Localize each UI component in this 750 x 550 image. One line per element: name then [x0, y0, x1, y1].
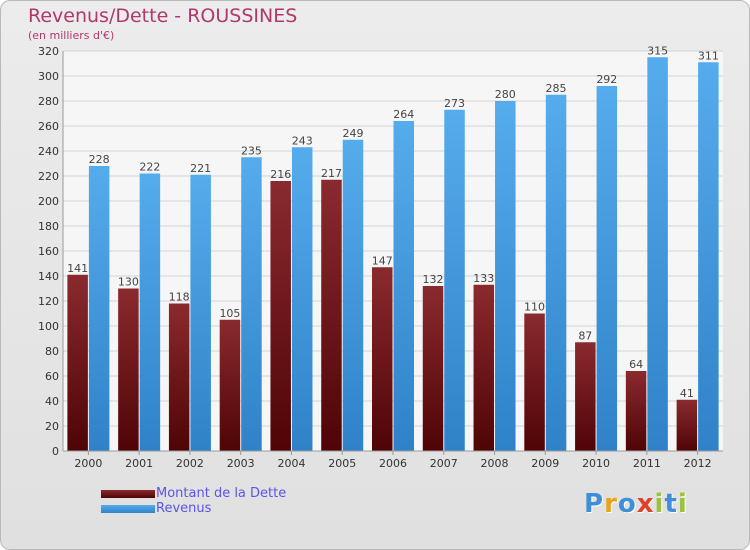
proxiti-logo: Proxiti: [584, 489, 688, 519]
x-tick-label: 2000: [74, 457, 102, 470]
x-tick-label: 2009: [531, 457, 559, 470]
dette-value-label: 110: [524, 301, 545, 314]
y-tick-label: 160: [38, 245, 59, 258]
x-tick-label: 2001: [125, 457, 153, 470]
revenus-value-label: 235: [241, 144, 262, 157]
dette-value-label: 64: [629, 358, 643, 371]
x-tick-label: 2006: [379, 457, 407, 470]
dette-value-label: 105: [219, 307, 240, 320]
x-tick-label: 2007: [430, 457, 458, 470]
x-tick-label: 2012: [684, 457, 712, 470]
revenus-value-label: 285: [546, 82, 567, 95]
legend-swatch-revenus: [101, 505, 155, 513]
bars: 141 228 130 222 118 221 105 235 216 243 217 249 147 2…: [67, 44, 719, 451]
y-tick-label: 320: [38, 45, 59, 58]
y-tick-label: 300: [38, 70, 59, 83]
y-tick-label: 240: [38, 145, 59, 158]
revenus-value-label: 311: [698, 49, 719, 62]
revenus-bar: [393, 121, 414, 451]
dette-bar: [372, 267, 393, 451]
y-tick-label: 0: [52, 445, 59, 458]
revenus-value-label: 264: [393, 108, 414, 121]
y-tick-label: 220: [38, 170, 59, 183]
x-tick-label: 2010: [582, 457, 610, 470]
revenus-bar: [444, 109, 465, 451]
x-tick-label: 2011: [633, 457, 661, 470]
chart-title: Revenus/Dette - ROUSSINES: [28, 5, 298, 27]
y-tick-label: 260: [38, 120, 59, 133]
legend-label-dette: Montant de la Dette: [156, 486, 287, 501]
dette-bar: [422, 286, 444, 451]
y-tick-label: 40: [45, 395, 59, 408]
revenus-bar: [545, 94, 567, 451]
legend-label-revenus: Revenus: [156, 501, 212, 516]
revenus-bar: [596, 86, 618, 451]
dette-bar: [270, 181, 291, 451]
revenus-bar: [647, 57, 668, 451]
y-axis: 0 20 40 60 80 100 120 140 160 180 200 220 240 260 280 3…: [38, 45, 64, 458]
dette-bar: [676, 399, 698, 451]
revenus-value-label: 249: [342, 127, 363, 140]
x-axis: 2000 2001 2002 2003 2004 2005 2006 2007 2008 2009…: [63, 450, 723, 470]
dette-bar: [321, 179, 342, 451]
dette-bar: [625, 371, 647, 451]
revenus-value-label: 280: [495, 88, 516, 101]
dette-bar: [67, 274, 88, 451]
revenus-value-label: 292: [596, 73, 617, 86]
dette-value-label: 217: [321, 167, 342, 180]
revenus-value-label: 228: [89, 153, 110, 166]
legend-swatch-dette: [101, 490, 155, 498]
y-tick-label: 60: [45, 370, 59, 383]
dette-bar: [118, 288, 139, 451]
y-tick-label: 20: [45, 420, 59, 433]
revenus-bar: [495, 101, 516, 451]
revenus-value-label: 222: [139, 161, 160, 174]
y-tick-label: 280: [38, 95, 59, 108]
dette-bar: [524, 313, 545, 451]
dette-bar: [473, 284, 495, 451]
dette-value-label: 130: [118, 276, 139, 289]
dette-value-label: 147: [372, 254, 393, 267]
y-tick-label: 200: [38, 195, 59, 208]
y-tick-label: 140: [38, 270, 59, 283]
dette-value-label: 87: [578, 329, 592, 342]
x-tick-label: 2005: [328, 457, 356, 470]
revenus-bar: [291, 147, 313, 451]
revenus-bar: [342, 139, 364, 451]
revenus-value-label: 315: [647, 44, 668, 57]
dette-value-label: 41: [680, 387, 694, 400]
y-tick-label: 100: [38, 320, 59, 333]
dette-bar: [575, 342, 596, 451]
dette-value-label: 141: [67, 262, 88, 275]
x-tick-label: 2003: [227, 457, 255, 470]
x-tick-label: 2002: [176, 457, 204, 470]
revenus-bar: [190, 174, 211, 451]
x-tick-label: 2008: [481, 457, 509, 470]
dette-value-label: 216: [270, 168, 291, 181]
dette-value-label: 133: [473, 272, 494, 285]
revenus-value-label: 273: [444, 97, 465, 110]
revenus-bar: [139, 173, 161, 451]
x-tick-label: 2004: [277, 457, 305, 470]
revenus-bar: [241, 157, 262, 451]
revenus-bar: [88, 166, 110, 451]
dette-value-label: 118: [169, 291, 190, 304]
chart-subtitle: (en milliers d'€): [28, 29, 115, 42]
y-tick-label: 180: [38, 220, 59, 233]
dette-value-label: 132: [423, 273, 444, 286]
dette-bar: [168, 303, 190, 451]
revenus-value-label: 221: [190, 162, 211, 175]
revenus-value-label: 243: [292, 134, 313, 147]
revenus-bar: [698, 62, 719, 451]
dette-bar: [219, 319, 241, 451]
y-tick-label: 80: [45, 345, 59, 358]
y-tick-label: 120: [38, 295, 59, 308]
